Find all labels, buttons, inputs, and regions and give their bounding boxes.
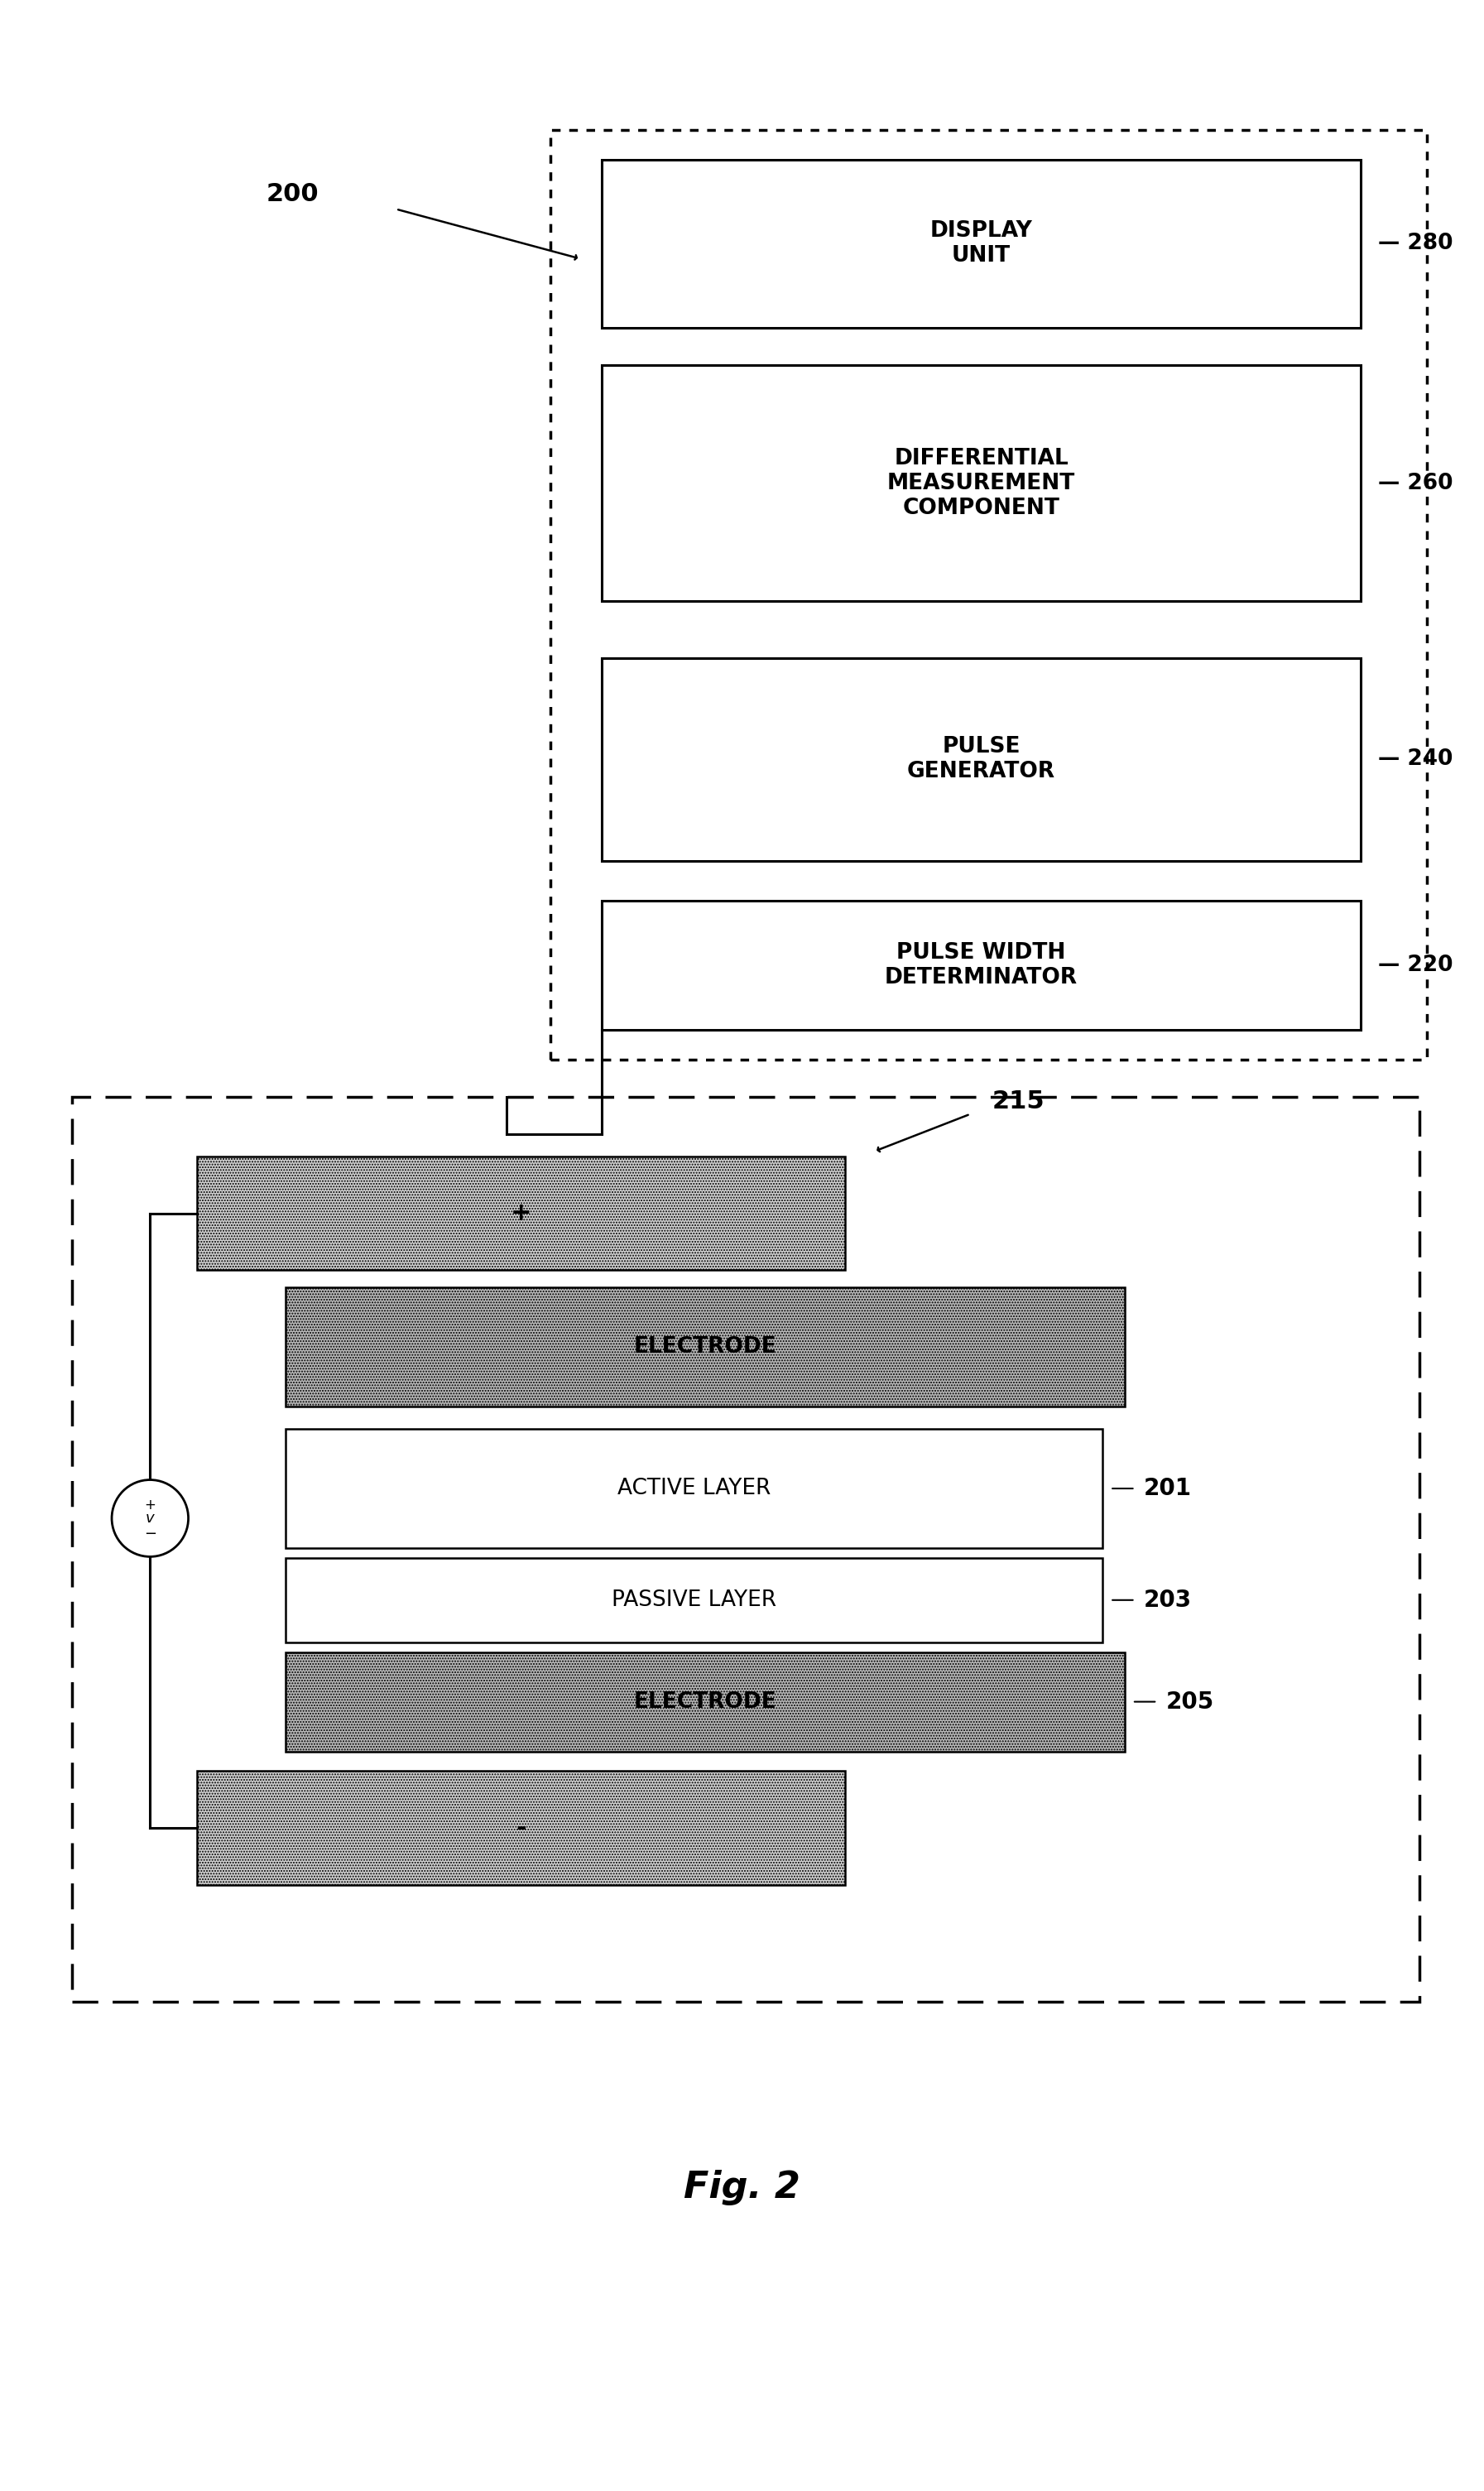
Text: — 240: — 240 (1379, 750, 1453, 770)
Bar (285, 1288, 1125, 1407)
FancyBboxPatch shape (603, 366, 1361, 600)
Text: ELECTRODE: ELECTRODE (634, 1335, 776, 1358)
Text: ACTIVE LAYER: ACTIVE LAYER (617, 1477, 770, 1500)
Text: v: v (145, 1512, 154, 1524)
FancyBboxPatch shape (603, 159, 1361, 329)
Text: 205: 205 (1166, 1689, 1214, 1714)
Text: +: + (510, 1201, 531, 1226)
Bar (197, 1771, 844, 1886)
Text: 203: 203 (1144, 1589, 1192, 1612)
Text: Fig. 2: Fig. 2 (684, 2170, 800, 2205)
Text: DIFFERENTIAL
MEASUREMENT
COMPONENT: DIFFERENTIAL MEASUREMENT COMPONENT (887, 448, 1076, 518)
Bar (285, 1430, 1103, 1547)
Text: — 260: — 260 (1379, 473, 1453, 493)
Ellipse shape (111, 1480, 188, 1557)
Text: ELECTRODE: ELECTRODE (634, 1691, 776, 1711)
Text: −: − (144, 1527, 156, 1542)
FancyBboxPatch shape (603, 902, 1361, 1029)
Text: PULSE WIDTH
DETERMINATOR: PULSE WIDTH DETERMINATOR (884, 942, 1077, 989)
Text: +: + (144, 1497, 156, 1512)
Text: PULSE
GENERATOR: PULSE GENERATOR (907, 737, 1055, 782)
FancyBboxPatch shape (603, 658, 1361, 862)
Text: — 280: — 280 (1379, 234, 1453, 254)
Text: 201: 201 (1144, 1477, 1192, 1500)
Bar (285, 1557, 1103, 1642)
Text: 215: 215 (993, 1089, 1045, 1113)
Text: DISPLAY
UNIT: DISPLAY UNIT (930, 222, 1033, 267)
Text: PASSIVE LAYER: PASSIVE LAYER (611, 1589, 776, 1612)
Text: — 220: — 220 (1379, 954, 1453, 976)
Bar (197, 1156, 844, 1270)
Bar (285, 1652, 1125, 1751)
Text: 200: 200 (267, 182, 319, 207)
Text: -: - (516, 1816, 527, 1841)
